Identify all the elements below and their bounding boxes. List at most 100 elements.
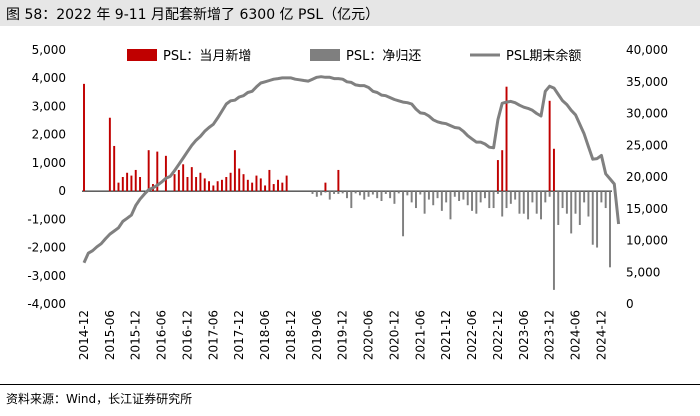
bar-net-repayment <box>406 191 409 196</box>
bar-new-psl <box>233 150 236 192</box>
bar-new-psl <box>216 181 219 192</box>
x-axis-tick-label: 2014-12 <box>77 310 91 360</box>
bar-new-psl <box>117 182 120 192</box>
bar-net-repayment <box>397 191 400 194</box>
bar-net-repayment <box>367 191 370 197</box>
legend-swatch <box>310 49 340 61</box>
figure-title-bar: 图 58：2022 年 9-11 月配套新增了 6300 亿 PSL（亿元） <box>0 0 700 26</box>
bar-net-repayment <box>419 191 422 195</box>
bar-new-psl <box>177 169 180 192</box>
bar-net-repayment <box>518 191 521 214</box>
bar-net-repayment <box>496 191 499 194</box>
bar-net-repayment <box>548 191 551 197</box>
bar-new-psl <box>108 117 111 192</box>
bar-net-repayment <box>410 191 413 203</box>
bar-new-psl <box>285 175 288 192</box>
x-axis-tick-label: 2015-06 <box>103 310 117 360</box>
bar-net-repayment <box>505 191 508 209</box>
bar-net-repayment <box>509 191 512 204</box>
x-axis-tick-label: 2017-06 <box>206 310 220 360</box>
bar-net-repayment <box>384 191 387 194</box>
left-axis-tick-label: 1,000 <box>32 156 66 170</box>
bar-net-repayment <box>475 191 478 214</box>
bar-net-repayment <box>587 191 590 217</box>
left-axis-tick-label: 5,000 <box>32 43 66 57</box>
bar-net-repayment <box>328 191 331 200</box>
bar-net-repayment <box>427 191 430 200</box>
left-axis-tick-label: 2,000 <box>32 128 66 142</box>
bar-net-repayment <box>371 191 374 195</box>
right-axis-tick-label: 5,000 <box>626 265 660 279</box>
bar-new-psl <box>264 185 267 192</box>
bar-new-psl <box>199 172 202 192</box>
x-axis-tick-label: 2018-06 <box>258 310 272 360</box>
bar-net-repayment <box>471 191 474 211</box>
bar-new-psl <box>225 177 228 192</box>
bar-net-repayment <box>501 191 504 217</box>
bar-new-psl <box>83 83 85 192</box>
right-axis-tick-label: 35,000 <box>626 75 668 89</box>
left-axis-tick-label: -2,000 <box>27 241 66 255</box>
bar-new-psl <box>212 185 215 192</box>
bar-net-repayment <box>358 191 361 196</box>
bar-net-repayment <box>609 191 611 268</box>
bar-net-repayment <box>574 191 577 214</box>
bar-new-psl <box>130 175 133 192</box>
bar-new-psl <box>268 169 271 192</box>
x-axis-tick-label: 2017-12 <box>232 310 246 360</box>
x-axis-tick-label: 2016-06 <box>155 310 169 360</box>
bar-new-psl <box>272 184 275 192</box>
bar-net-repayment <box>333 191 336 194</box>
x-axis-tick-label: 2024-12 <box>594 310 608 360</box>
x-axis-tick-label: 2024-06 <box>569 310 583 360</box>
bar-new-psl <box>182 164 185 192</box>
x-axis-tick-label: 2023-06 <box>517 310 531 360</box>
divider-line <box>0 384 700 385</box>
bar-new-psl <box>208 181 211 192</box>
bar-new-psl <box>501 150 504 192</box>
x-axis-tick-label: 2019-12 <box>336 310 350 360</box>
bar-net-repayment <box>492 191 495 209</box>
bar-net-repayment <box>544 191 547 203</box>
bar-new-psl <box>255 175 258 192</box>
bar-net-repayment <box>578 191 581 225</box>
bar-net-repayment <box>449 191 452 220</box>
bar-net-repayment <box>389 191 392 199</box>
bar-net-repayment <box>436 191 439 199</box>
bar-net-repayment <box>479 191 482 203</box>
bar-new-psl <box>113 145 116 192</box>
left-axis-tick-label: -3,000 <box>27 269 66 283</box>
bar-new-psl <box>173 174 176 192</box>
bar-net-repayment <box>527 191 530 220</box>
bar-net-repayment <box>380 191 383 201</box>
figure-title: 图 58：2022 年 9-11 月配套新增了 6300 亿 PSL（亿元） <box>6 7 380 23</box>
right-axis-tick-label: 0 <box>626 297 634 311</box>
bar-net-repayment <box>415 191 417 209</box>
x-axis-tick-label: 2022-06 <box>465 310 479 360</box>
bar-net-repayment <box>583 191 586 203</box>
bar-net-repayment <box>488 191 491 209</box>
bar-net-repayment <box>522 191 525 214</box>
bar-new-psl <box>190 167 193 192</box>
bar-net-repayment <box>453 191 456 197</box>
bar-net-repayment <box>423 191 426 214</box>
bar-new-psl <box>229 172 232 192</box>
bar-new-psl <box>246 179 249 192</box>
x-axis-tick-label: 2021-06 <box>413 310 427 360</box>
bar-net-repayment <box>531 191 534 203</box>
right-axis-tick-label: 30,000 <box>626 107 668 121</box>
x-axis-tick-label: 2019-06 <box>310 310 324 360</box>
bar-new-psl <box>121 177 124 192</box>
bar-new-psl <box>337 169 340 192</box>
bar-net-repayment <box>315 191 318 197</box>
line-psl-balance <box>82 75 621 264</box>
x-axis-tick-label: 2020-06 <box>362 310 376 360</box>
left-axis-tick-label: 4,000 <box>32 71 66 85</box>
bar-new-psl <box>277 179 279 192</box>
left-axis-tick-label: -1,000 <box>27 212 66 226</box>
bar-net-repayment <box>337 191 340 194</box>
bar-new-psl <box>156 151 159 192</box>
right-axis-tick-label: 10,000 <box>626 234 668 248</box>
bar-net-repayment <box>445 191 448 203</box>
bar-net-repayment <box>570 191 573 234</box>
